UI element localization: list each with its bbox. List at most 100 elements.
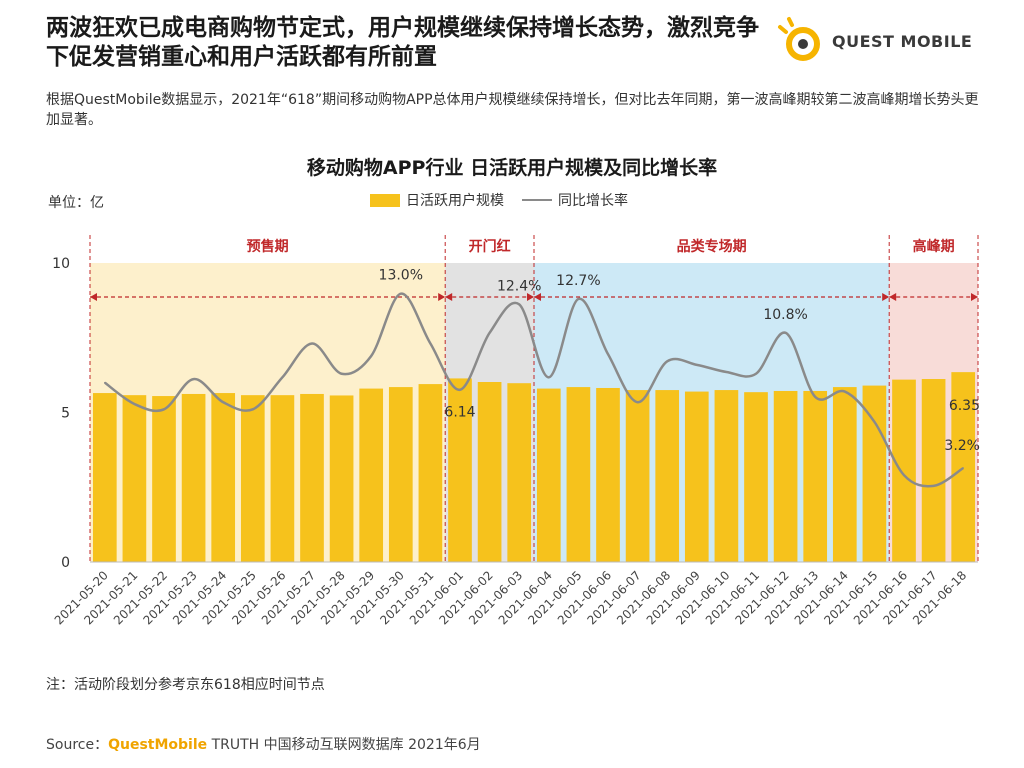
bar-2021-06-08	[655, 390, 680, 562]
growth-point-2021-06-01	[459, 388, 461, 391]
bar-2021-05-27	[300, 393, 324, 562]
growth-point-2021-05-29	[370, 355, 373, 357]
data-label-0: 13.0%	[379, 268, 423, 284]
bar-2021-05-26	[270, 395, 295, 562]
bar-2021-05-24	[211, 393, 236, 562]
phase-arrowhead-right-1	[527, 293, 534, 301]
growth-point-2021-06-08	[666, 360, 668, 363]
growth-point-2021-06-05	[577, 298, 580, 300]
phase-label-0: 预售期	[247, 238, 289, 255]
footnote: 注：活动阶段划分参考京东618相应时间节点	[46, 677, 325, 693]
source-brand: QuestMobile	[108, 737, 208, 753]
phase-arrowhead-left-0	[90, 293, 97, 301]
growth-point-2021-06-11	[755, 372, 757, 375]
phase-label-3: 高峰期	[913, 238, 955, 255]
phase-arrowhead-left-1	[445, 293, 453, 301]
data-label-4: 3.2%	[944, 438, 980, 454]
growth-point-2021-05-31	[429, 342, 432, 345]
growth-point-2021-06-07	[636, 401, 639, 404]
bar-2021-05-30	[388, 387, 413, 562]
growth-point-2021-05-23	[192, 378, 195, 380]
growth-point-2021-06-17	[932, 485, 935, 487]
growth-point-2021-05-24	[222, 401, 224, 404]
data-label-5: 6.14	[444, 404, 475, 420]
growth-point-2021-05-22	[163, 408, 165, 411]
bar-2021-05-23	[181, 393, 206, 562]
bar-2021-06-10	[714, 390, 739, 562]
source-line: Source：QuestMobile TRUTH 中国移动互联网数据库 2021…	[46, 734, 481, 754]
phase-band-2	[534, 263, 890, 562]
data-label-6: 6.35	[949, 398, 980, 414]
phase-label-1: 开门红	[469, 238, 511, 255]
bar-2021-05-28	[329, 395, 354, 562]
bar-2021-06-06	[596, 387, 620, 562]
growth-point-2021-06-15	[873, 420, 876, 423]
legend-line-swatch	[522, 199, 552, 201]
growth-point-2021-05-26	[281, 376, 284, 379]
phase-arrowhead-right-3	[971, 293, 978, 301]
growth-point-2021-05-25	[252, 408, 254, 411]
bar-2021-06-17	[921, 379, 946, 562]
bar-2021-06-01	[448, 378, 472, 562]
growth-point-2021-06-12	[784, 332, 787, 334]
bar-2021-06-13	[803, 390, 828, 562]
growth-point-2021-06-13	[814, 396, 816, 398]
bar-2021-06-05	[566, 387, 591, 562]
bar-2021-05-22	[152, 396, 176, 562]
phase-arrowhead-right-2	[882, 293, 890, 301]
bar-2021-05-31	[418, 384, 443, 562]
growth-point-2021-06-09	[696, 364, 698, 366]
growth-point-2021-05-21	[133, 403, 136, 405]
source-prefix: Source：	[46, 737, 109, 753]
bar-2021-05-25	[240, 395, 265, 562]
bar-2021-05-21	[122, 395, 147, 562]
bar-2021-05-20	[92, 393, 117, 562]
source-rest: TRUTH 中国移动互联网数据库 2021年6月	[207, 737, 481, 753]
chart-title: 移动购物APP行业 日活跃用户规模及同比增长率	[306, 157, 718, 179]
dau-growth-chart: 预售期 开门红 品类专场期 高峰期 0 5 10 13.0% 12.4% 12.7% 10.8% 3.…	[52, 235, 980, 627]
summary-text: 根据QuestMobile数据显示，2021年“618”期间移动购物APP总体用…	[46, 92, 979, 128]
growth-point-2021-06-16	[903, 474, 905, 476]
questmobile-logo: QUEST MOBILE	[776, 14, 986, 70]
page-headline: 两波狂欢已成电商购物节定式，用户规模继续保持增长态势，激烈竞争下促发营销重心和用…	[46, 15, 759, 70]
bar-2021-06-04	[536, 388, 561, 562]
y-tick-0: 0	[61, 555, 70, 571]
phase-band-0	[90, 263, 446, 562]
unit-label: 单位：亿	[48, 195, 104, 211]
legend-line-label: 同比增长率	[558, 193, 628, 209]
bar-2021-06-11	[744, 392, 768, 562]
y-tick-5: 5	[61, 406, 70, 422]
bar-2021-05-29	[359, 388, 384, 562]
chart-legend: 日活跃用户规模 同比增长率	[370, 190, 628, 210]
growth-point-2021-06-02	[488, 332, 491, 334]
data-label-1: 12.4%	[497, 278, 541, 294]
bar-2021-06-12	[773, 390, 798, 562]
data-label-3: 10.8%	[763, 307, 807, 323]
logo-icon	[778, 17, 820, 61]
growth-point-2021-06-14	[844, 390, 846, 393]
phase-label-2: 品类专场期	[677, 238, 747, 255]
growth-point-2021-06-18	[962, 467, 964, 469]
growth-point-2021-06-03	[518, 303, 520, 306]
legend-bar-swatch	[370, 194, 400, 207]
growth-point-2021-06-10	[725, 371, 728, 373]
legend-bar-label: 日活跃用户规模	[406, 193, 504, 209]
bar-2021-06-18	[951, 372, 976, 562]
bar-2021-06-09	[684, 391, 709, 562]
bar-2021-06-03	[507, 383, 532, 562]
logo-text: QUEST MOBILE	[832, 32, 973, 51]
growth-point-2021-06-04	[548, 376, 550, 379]
bar-2021-06-02	[477, 382, 502, 562]
growth-point-2021-05-20	[104, 381, 106, 384]
bar-2021-06-14	[832, 387, 857, 562]
growth-point-2021-05-27	[311, 342, 313, 345]
phase-arrowhead-left-3	[889, 293, 897, 301]
phase-arrowhead-left-2	[534, 293, 541, 301]
bar-2021-06-07	[625, 390, 650, 562]
bar-2021-06-16	[892, 379, 916, 562]
growth-point-2021-06-06	[607, 353, 609, 355]
y-tick-10: 10	[52, 256, 70, 272]
growth-point-2021-05-30	[400, 292, 402, 295]
growth-point-2021-05-28	[340, 372, 343, 375]
phase-arrowhead-right-0	[438, 293, 446, 301]
